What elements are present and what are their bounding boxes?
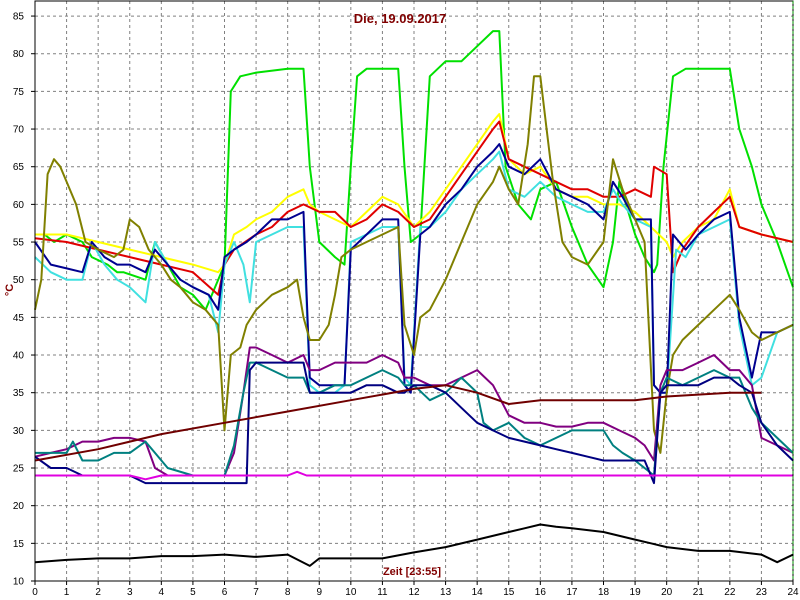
- series-line-12: [34, 523, 794, 567]
- y-tick-label: 60: [13, 200, 25, 211]
- x-tick-label: 16: [535, 587, 547, 598]
- x-tick-label: 21: [693, 587, 705, 598]
- y-tick-label: 85: [13, 12, 25, 23]
- x-tick-label: 1: [64, 587, 70, 598]
- x-tick-label: 23: [756, 587, 768, 598]
- series-line-10: [34, 384, 762, 462]
- chart-title: Die, 19.09.2017: [354, 11, 447, 26]
- y-tick-label: 20: [13, 501, 25, 512]
- x-tick-label: 4: [159, 587, 165, 598]
- x-tick-label: 18: [598, 587, 610, 598]
- x-tick-label: 7: [253, 587, 259, 598]
- x-tick-label: 22: [724, 587, 736, 598]
- y-tick-label: 45: [13, 313, 25, 324]
- y-tick-label: 15: [13, 539, 25, 550]
- y-tick-label: 55: [13, 238, 25, 249]
- y-tick-label: 35: [13, 388, 25, 399]
- y-tick-label: 30: [13, 426, 25, 437]
- x-tick-label: 12: [408, 587, 420, 598]
- y-tick-label: 10: [13, 577, 25, 588]
- x-tick-label: 19: [630, 587, 642, 598]
- x-tick-label: 11: [377, 587, 388, 598]
- x-tick-label: 14: [472, 587, 484, 598]
- y-tick-label: 65: [13, 162, 25, 173]
- x-tick-label: 24: [787, 587, 799, 598]
- y-tick-label: 80: [13, 49, 25, 60]
- x-tick-label: 20: [661, 587, 673, 598]
- series-line-9: [34, 361, 794, 485]
- y-tick-label: 70: [13, 125, 25, 136]
- series-line-11: [35, 470, 793, 481]
- tick-labels: 0 1 2 3 4 5 6 7 8 9 10 11 12 13 14 15 16 17 18 19 20 21 22 23 24…: [13, 12, 799, 598]
- x-tick-label: 10: [345, 587, 357, 598]
- series-line-6: [34, 75, 794, 454]
- x-tick-label: 9: [316, 587, 322, 598]
- x-tick-label: 0: [32, 587, 38, 598]
- grid: [35, 1, 793, 582]
- x-tick-label: 13: [440, 587, 452, 598]
- series-line-5: [34, 143, 794, 394]
- y-tick-label: 25: [13, 464, 25, 475]
- x-tick-label: 15: [503, 587, 515, 598]
- x-tick-label: 17: [566, 587, 578, 598]
- x-tick-label: 2: [95, 587, 101, 598]
- x-tick-label: 3: [127, 587, 133, 598]
- x-tick-label: 8: [285, 587, 291, 598]
- x-tick-label: 6: [222, 587, 228, 598]
- y-axis-label: °C: [4, 284, 16, 296]
- x-tick-label: 5: [190, 587, 196, 598]
- series-group: [34, 30, 794, 567]
- y-tick-label: 50: [13, 275, 25, 286]
- y-tick-label: 75: [13, 87, 25, 98]
- x-axis-label: Zeit [23:55]: [383, 566, 441, 578]
- series-line-2: [35, 113, 794, 274]
- y-tick-label: 40: [13, 351, 25, 362]
- series-line-3: [34, 120, 794, 296]
